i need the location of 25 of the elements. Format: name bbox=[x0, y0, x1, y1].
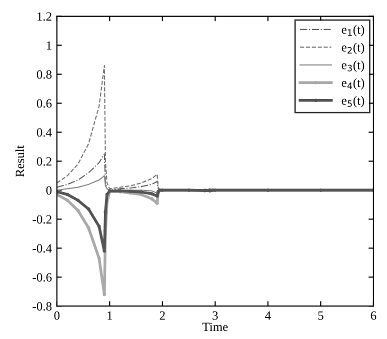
x-tick-label: 3 bbox=[212, 311, 218, 320]
x-tick-label: 1 bbox=[108, 311, 112, 320]
y-tick-label: -0.8 bbox=[32, 302, 52, 311]
y-tick-label: 0.2 bbox=[36, 157, 52, 166]
legend-label: e$_{2}$(t) bbox=[342, 42, 364, 54]
x-tick-label: 6 bbox=[370, 311, 376, 320]
y-tick-label: 0 bbox=[46, 186, 52, 195]
legend-label: e$_{3}$(t) bbox=[342, 60, 364, 72]
x-tick-label: 0 bbox=[54, 311, 60, 320]
y-axis-title: Result bbox=[15, 145, 24, 177]
x-tick-label: 5 bbox=[318, 311, 324, 320]
legend-label: e$_{1}$(t) bbox=[342, 25, 364, 36]
y-tick-label: 0.8 bbox=[36, 70, 52, 79]
legend-label: e$_{5}$(t) bbox=[342, 96, 364, 108]
x-axis-title: Time bbox=[202, 322, 228, 332]
y-tick-label: 0.6 bbox=[36, 99, 52, 108]
y-tick-label: 1 bbox=[46, 41, 52, 50]
x-tick-label: 2 bbox=[160, 311, 165, 320]
y-tick-label: -0.6 bbox=[32, 273, 52, 282]
y-tick-label: -0.2 bbox=[32, 215, 52, 224]
y-tick-label: 0.4 bbox=[36, 128, 52, 137]
y-tick-label: -0.4 bbox=[32, 244, 52, 253]
y-tick-label: 1.2 bbox=[38, 12, 52, 21]
x-tick-label: 4 bbox=[265, 311, 271, 320]
legend-label: e$_{4}$(t) bbox=[342, 78, 364, 90]
